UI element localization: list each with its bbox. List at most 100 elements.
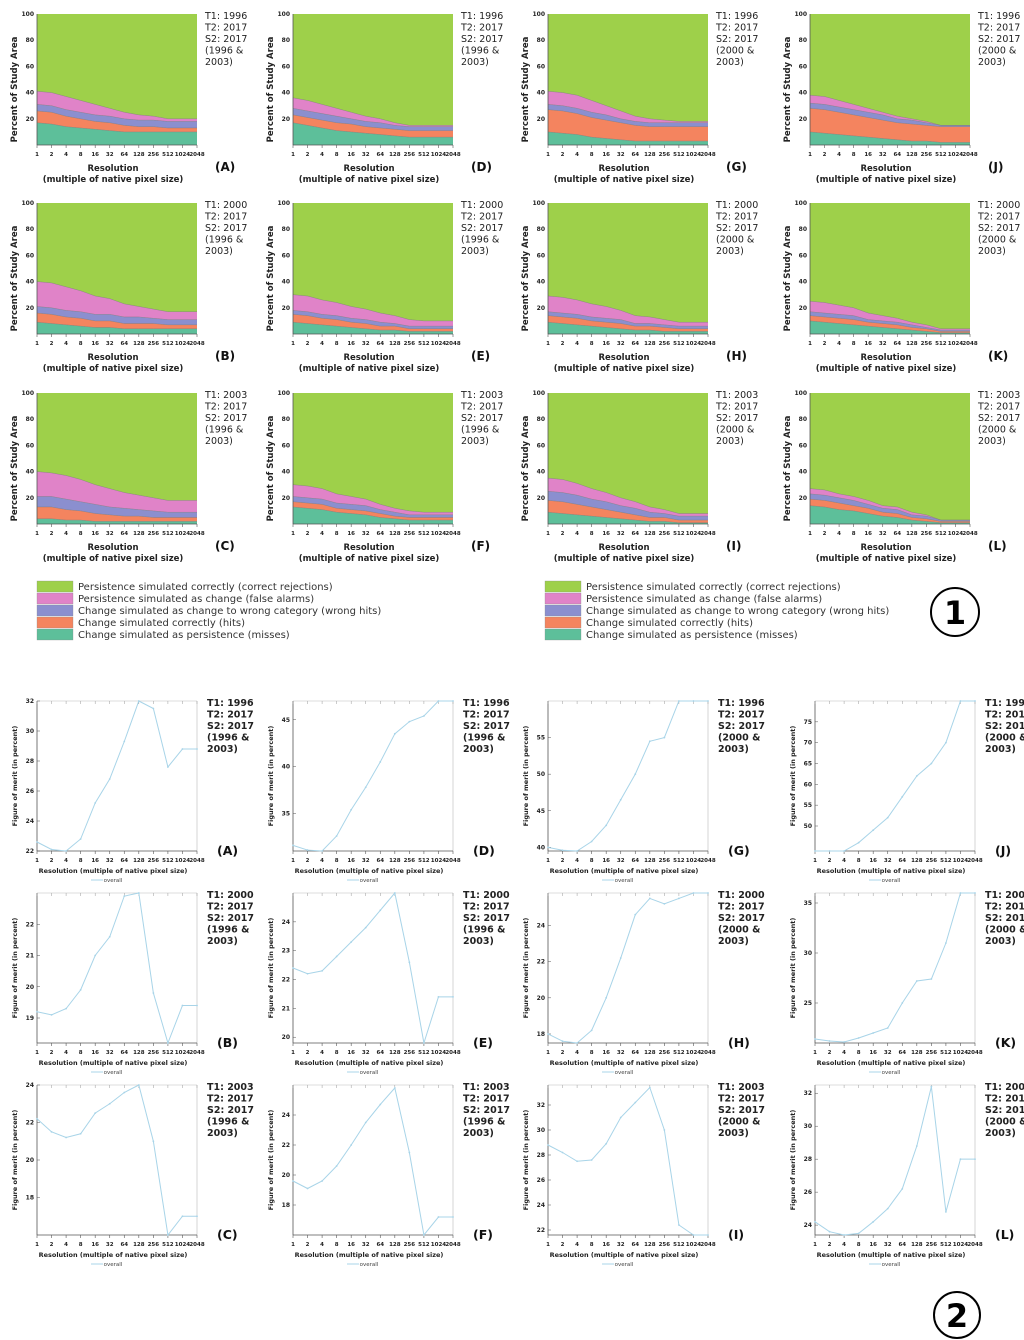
legend-label: Change simulated as persistence (misses): [586, 630, 798, 641]
fom-point: [814, 1220, 816, 1223]
x-tick-label: 1: [546, 152, 550, 158]
y-tick-label: 20: [799, 495, 807, 502]
x-tick-label: 512: [162, 341, 174, 347]
x-tick-label: 256: [148, 1050, 160, 1056]
y-tick-label: 20: [282, 1172, 290, 1179]
x-tick-label: 1024: [431, 1242, 446, 1248]
area-band: [37, 496, 197, 518]
y-axis-title: Percent of Study Area: [783, 36, 793, 142]
x-tick-label: 512: [162, 1050, 174, 1056]
y-tick-label: 20: [537, 495, 545, 502]
fom-point: [79, 1132, 82, 1135]
fom-point: [945, 1211, 947, 1213]
area-chart-panel: 20 40 60 80 100 1 2 4 8 16 32 64 128 256 512 1024 2048 Re…: [521, 390, 758, 564]
panel-info-line: T1: 1996: [718, 698, 765, 709]
panel-info-line: T2: 2017: [718, 710, 765, 721]
panel-info-line: T2: 2017: [718, 1094, 765, 1105]
x-tick-label: 1024: [175, 341, 190, 347]
x-tick-label: 8: [79, 1050, 83, 1056]
area-band: [37, 313, 197, 329]
fom-point: [437, 995, 440, 998]
fom-point: [152, 1140, 155, 1143]
y-tick-label: 65: [804, 761, 812, 768]
fom-point: [678, 700, 680, 702]
x-axis-title: Resolution (multiple of native pixel siz…: [817, 1251, 966, 1259]
area-boundary: [809, 301, 970, 329]
panel-info-line: T2: 2017: [718, 902, 765, 913]
fom-point: [576, 1042, 578, 1044]
x-tick-label: 4: [320, 341, 324, 347]
legend-label: Persistence simulated correctly (correct…: [78, 582, 333, 593]
fom-point: [619, 957, 622, 959]
area-band: [37, 322, 197, 334]
x-tick-label: 512: [673, 1242, 685, 1248]
y-tick-label: 55: [804, 802, 812, 809]
y-tick-label: 30: [537, 1127, 545, 1134]
fom-point: [619, 1116, 622, 1119]
x-tick-label: 128: [906, 152, 918, 158]
panel-info-line: 2003): [207, 1128, 238, 1139]
panel-info-line: (1996 &: [207, 733, 249, 744]
area-boundary: [809, 488, 970, 521]
y-axis-title: Percent of Study Area: [783, 415, 793, 521]
panel-info-line: T2: 2017: [977, 402, 1020, 413]
x-tick-label: 4: [575, 531, 579, 537]
x-tick-label: 64: [898, 858, 906, 864]
x-tick-label: 8: [590, 858, 594, 864]
fom-point: [828, 1230, 831, 1233]
legend-swatch: [544, 604, 582, 617]
y-axis-title: Percent of Study Area: [10, 36, 20, 142]
y-tick-label: 24: [282, 1112, 290, 1119]
fom-point: [561, 849, 564, 852]
x-tick-label: 4: [64, 531, 68, 537]
fom-point: [959, 892, 962, 894]
area-band: [37, 393, 197, 501]
y-tick-label: 22: [282, 1142, 290, 1149]
panel-info-line: (1996 &: [461, 235, 500, 246]
panel-info-line: (2000 &: [978, 425, 1017, 436]
x-tick-label: 4: [64, 858, 68, 864]
fom-point: [379, 909, 382, 912]
y-axis-title: Percent of Study Area: [521, 415, 531, 521]
y-tick-label: 24: [804, 1222, 812, 1229]
area-boundary: [292, 484, 453, 513]
y-tick-label: 60: [282, 442, 290, 449]
fom-point: [886, 1027, 889, 1029]
figure-1-marker: 1: [930, 587, 980, 637]
x-tick-label: 512: [673, 341, 685, 347]
x-tick-label: 32: [362, 341, 370, 347]
x-tick-label: 512: [673, 531, 685, 537]
y-tick-label: 35: [282, 811, 290, 818]
x-tick-label: 16: [602, 152, 610, 158]
x-tick-label: 128: [911, 1050, 923, 1056]
panel-info-line: (2000 &: [718, 733, 760, 744]
x-tick-label: 128: [644, 531, 656, 537]
fom-point: [547, 1033, 549, 1035]
fom-point: [915, 775, 918, 777]
x-tick-label: 2: [561, 152, 565, 158]
x-tick-label: 1024: [953, 1242, 968, 1248]
x-tick-label: 2048: [189, 341, 204, 347]
y-tick-label: 55: [537, 735, 545, 742]
x-tick-label: 64: [376, 341, 384, 347]
x-tick-label: 8: [335, 341, 339, 347]
x-tick-label: 512: [935, 531, 947, 537]
x-axis-title: Resolution (multiple of native pixel siz…: [39, 867, 188, 875]
panel-letter: (C): [215, 539, 235, 553]
y-tick-label: 25: [804, 1000, 812, 1007]
panel-letter: (G): [726, 160, 747, 174]
fom-point: [901, 1187, 904, 1190]
y-tick-label: 100: [21, 390, 34, 397]
y-tick-label: 30: [804, 1123, 812, 1130]
y-tick-label: 80: [537, 37, 545, 44]
fom-point: [181, 748, 184, 750]
panel-info-line: (2000 &: [718, 1117, 760, 1128]
y-tick-label: 18: [537, 1031, 545, 1038]
area-boundary: [292, 314, 453, 329]
area-band: [810, 499, 970, 523]
y-tick-label: 20: [282, 305, 290, 312]
y-axis-title: Figure of merit (in percent): [522, 726, 530, 827]
fom-point: [605, 996, 608, 999]
